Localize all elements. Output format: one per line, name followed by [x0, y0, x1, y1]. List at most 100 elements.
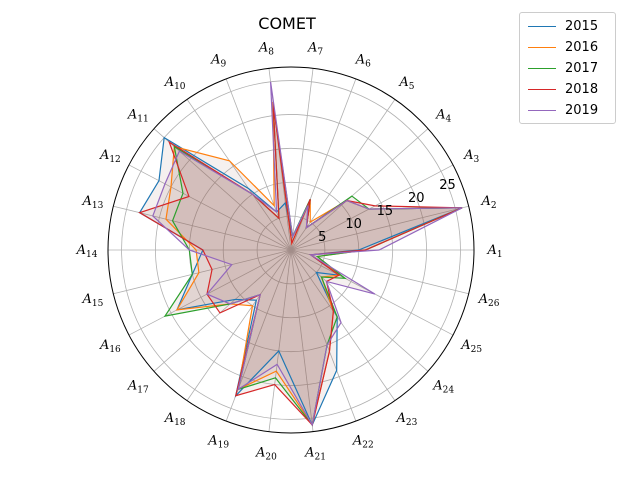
category-label: A24	[432, 378, 454, 395]
category-label-sub: 14	[86, 250, 98, 260]
category-label: A5	[398, 75, 414, 92]
legend-label: 2015	[565, 18, 599, 34]
category-label-base: A	[127, 108, 137, 123]
category-label: A3	[463, 148, 479, 165]
series-line-2019	[152, 81, 463, 427]
grid-spoke	[225, 78, 292, 251]
category-label-base: A	[460, 338, 470, 353]
legend-label: 2019	[565, 102, 599, 118]
grid-spoke	[290, 249, 357, 422]
category-label-base: A	[164, 411, 174, 426]
category-label-sub: 26	[488, 299, 500, 309]
category-label-base: A	[486, 243, 496, 258]
series-area-2018	[139, 101, 463, 425]
category-label-sub: 7	[317, 47, 323, 57]
category-label-sub: 17	[137, 385, 149, 395]
category-label-sub: 15	[92, 299, 104, 309]
radial-tick-labels: 5 10 15 20 25	[318, 178, 456, 245]
angular-tick-labels: A1A2A3A4A5A6A7A8A9A10A11A12A13A14A15A16A…	[76, 40, 503, 462]
radial-tick-label: 25	[439, 178, 456, 193]
category-label: A20	[255, 446, 277, 463]
legend-line-2015	[528, 25, 556, 27]
category-label: A13	[82, 194, 104, 211]
legend: 2015 2016 2017 2018 2019	[519, 12, 616, 124]
grid-spoke	[186, 99, 292, 251]
grid-spoke	[290, 68, 314, 251]
category-label: A26	[478, 292, 500, 309]
grid-spoke	[290, 249, 396, 401]
grid-spoke	[153, 128, 292, 251]
grid-spoke	[113, 205, 292, 251]
legend-line-2018	[528, 88, 556, 90]
category-label-base: A	[307, 40, 317, 55]
category-label-sub: 10	[174, 82, 186, 92]
grid-spoke	[290, 128, 429, 251]
polar-grid	[107, 66, 475, 434]
legend-item: 2018	[528, 79, 598, 99]
grid-spoke	[290, 249, 429, 372]
chart-title: COMET	[258, 14, 316, 33]
legend-item: 2016	[528, 37, 598, 57]
category-label-sub: 12	[109, 155, 120, 165]
category-label-sub: 9	[220, 59, 226, 69]
category-label: A9	[210, 52, 226, 69]
grid-spoke	[128, 249, 292, 336]
category-label-base: A	[478, 292, 488, 307]
category-label-base: A	[398, 75, 408, 90]
grid-spoke	[290, 205, 469, 251]
radial-tick-label: 20	[408, 191, 425, 206]
radial-tick-label: 15	[377, 204, 394, 219]
legend-item: 2019	[528, 100, 598, 120]
category-label: A19	[207, 434, 229, 451]
category-label-sub: 23	[406, 418, 418, 428]
category-label-sub: 6	[365, 59, 371, 69]
category-label-sub: 24	[443, 385, 455, 395]
category-label: A18	[164, 411, 186, 428]
category-label: A12	[99, 148, 121, 165]
series-area-2019	[152, 81, 463, 425]
category-label-sub: 8	[268, 47, 274, 57]
category-label-sub: 25	[471, 345, 483, 355]
series-area-2017	[164, 101, 463, 425]
category-label-base: A	[82, 292, 92, 307]
category-label-base: A	[76, 243, 86, 258]
grid-spoke	[290, 249, 469, 295]
legend-item: 2015	[528, 16, 598, 36]
category-label-base: A	[481, 194, 491, 209]
legend-label: 2018	[565, 81, 599, 97]
grid-spoke	[290, 164, 454, 251]
category-label-base: A	[255, 446, 265, 461]
category-label: A15	[82, 292, 104, 309]
category-label: A2	[481, 194, 497, 211]
series-line-2018	[138, 101, 463, 427]
grid-spoke	[128, 164, 292, 251]
category-label: A7	[307, 40, 323, 57]
category-label: A21	[304, 446, 326, 463]
category-label-sub: 21	[315, 453, 326, 463]
category-label-base: A	[395, 411, 405, 426]
radial-tick-label: 10	[345, 217, 362, 232]
category-label-base: A	[432, 378, 442, 393]
category-label: A1	[486, 243, 502, 260]
grid-spoke	[186, 249, 292, 401]
category-label-base: A	[127, 378, 137, 393]
series-lines	[138, 81, 463, 427]
category-label-sub: 1	[497, 250, 503, 260]
legend-line-2017	[528, 67, 556, 69]
grid-spoke	[113, 249, 292, 295]
category-label: A4	[435, 108, 451, 125]
category-label-sub: 5	[409, 82, 415, 92]
category-label-base: A	[258, 40, 268, 55]
category-label-base: A	[463, 148, 473, 163]
category-label-base: A	[210, 52, 220, 67]
category-label: A23	[395, 411, 417, 428]
category-label-sub: 11	[137, 115, 148, 125]
grid-spoke	[290, 249, 314, 432]
category-label-sub: 16	[109, 345, 121, 355]
grid-spoke	[290, 78, 357, 251]
category-label: A10	[164, 75, 186, 92]
category-label: A22	[352, 434, 374, 451]
grid-spoke	[290, 99, 396, 251]
category-label: A8	[258, 40, 274, 57]
legend-item: 2017	[528, 58, 598, 78]
